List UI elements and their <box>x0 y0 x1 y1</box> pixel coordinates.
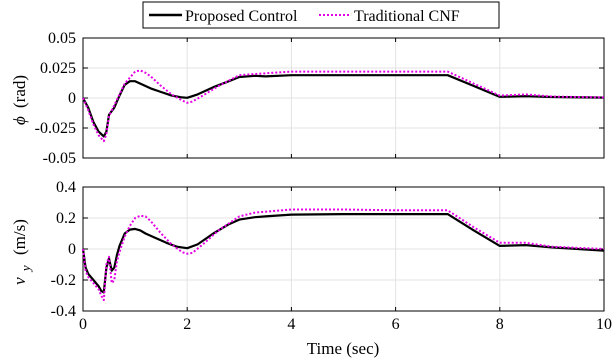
phi-ylabel: ϕ (rad) <box>10 75 29 125</box>
vy-xtick-label: 4 <box>287 316 295 333</box>
vy-series-traditional <box>82 208 605 302</box>
vy-ylabel-subscript: y <box>18 265 33 273</box>
x-axis-label: Time (sec) <box>307 339 380 358</box>
phi-ylabel-unit: (rad) <box>10 75 29 108</box>
vy-ytick-label: 0.2 <box>56 210 76 227</box>
phi-series-traditional <box>82 69 605 143</box>
vy-series-proposed <box>81 213 605 294</box>
legend: Proposed Control Traditional CNF <box>142 1 500 29</box>
vy-ytick-label: 0.4 <box>56 179 76 196</box>
vy-xtick-label: 2 <box>183 316 191 333</box>
phi-grid <box>82 37 605 159</box>
vy-ytick-label: 0 <box>68 241 76 258</box>
phi-series-proposed <box>82 74 605 138</box>
phi-ytick-label: 0 <box>68 90 76 107</box>
vy-ytick-label: -0.2 <box>51 272 76 289</box>
vy-xtick-label: 0 <box>79 316 87 333</box>
phi-ytick-label: 0.05 <box>48 30 76 47</box>
vy-xtick-label: 8 <box>496 316 504 333</box>
legend-label-proposed: Proposed Control <box>185 8 298 25</box>
vy-ytick-label: -0.4 <box>51 303 76 320</box>
phi-ytick-label: 0.025 <box>40 60 76 77</box>
phi-plot-lines <box>82 69 605 143</box>
vy-panel: 0 2 4 6 8 10 0.4 0.2 0 -0.2 -0.4 v y (m/s) <box>10 179 612 333</box>
vy-grid <box>82 186 605 312</box>
vy-xtick-label: 6 <box>392 316 400 333</box>
vy-plot-lines <box>81 208 605 302</box>
phi-ticks: 0.05 0.025 0 -0.025 -0.05 <box>35 30 605 167</box>
phi-panel: 0.05 0.025 0 -0.025 -0.05 ϕ (rad) <box>10 30 605 167</box>
vy-ylabel-unit: (m/s) <box>10 219 29 255</box>
phi-ylabel-symbol: ϕ <box>10 116 29 125</box>
vy-ylabel-symbol: v <box>10 277 29 285</box>
vy-xtick-label: 10 <box>596 316 612 333</box>
vy-ticks: 0 2 4 6 8 10 0.4 0.2 0 -0.2 -0.4 <box>51 179 612 333</box>
phi-ytick-label: -0.05 <box>43 150 76 167</box>
phi-ytick-label: -0.025 <box>35 120 76 137</box>
legend-label-traditional: Traditional CNF <box>354 8 460 25</box>
vy-ylabel: v y (m/s) <box>10 219 34 285</box>
